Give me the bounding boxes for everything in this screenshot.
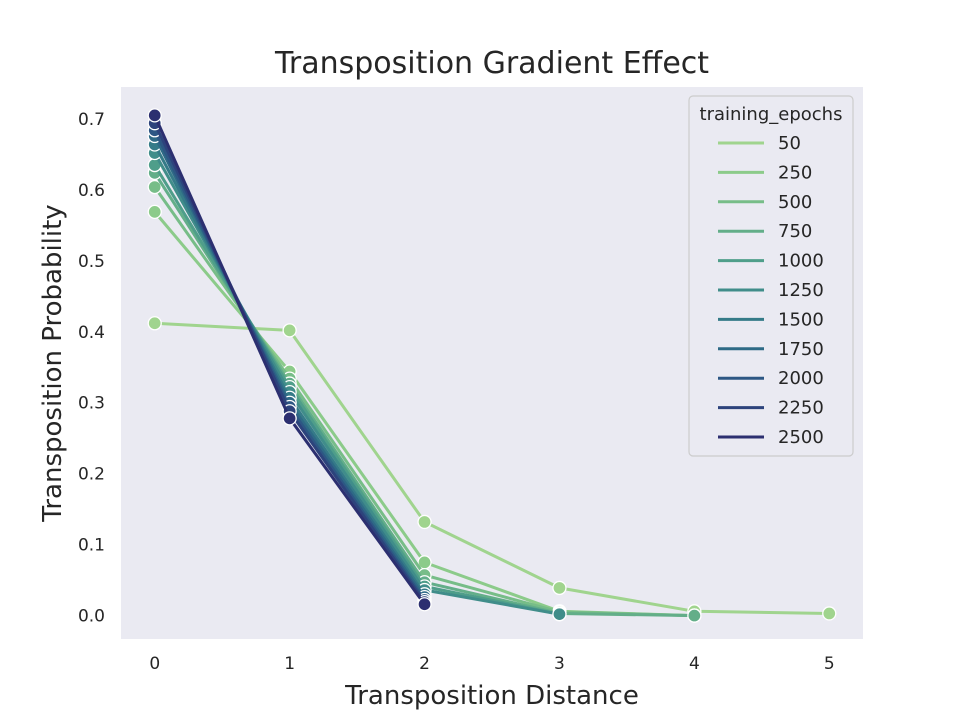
legend-item: 2000 <box>718 368 824 389</box>
legend-item: 2500 <box>718 427 824 448</box>
legend-label: 1000 <box>778 251 824 272</box>
data-point <box>822 606 837 621</box>
legend-title: training_epochs <box>700 104 843 125</box>
x-axis: 0 1 2 3 4 5 <box>149 654 834 674</box>
legend: training_epochs 50 250 500 750 1000 1250 1500 1… <box>688 95 854 457</box>
y-axis-label: Transposition Probability <box>38 204 68 522</box>
series-line <box>154 321 830 615</box>
legend-item: 50 <box>718 133 801 154</box>
legend-label: 1500 <box>778 309 824 330</box>
y-axis: 0.0 0.1 0.2 0.3 0.4 0.5 0.6 0.7 <box>78 110 105 627</box>
legend-label: 50 <box>778 133 801 154</box>
chart-title: Transposition Gradient Effect <box>274 46 709 81</box>
legend-item: 1750 <box>718 339 824 360</box>
legend-label: 750 <box>778 221 812 242</box>
x-tick-label: 2 <box>419 654 430 674</box>
x-tick-label: 5 <box>824 654 835 674</box>
x-tick-label: 1 <box>284 654 295 674</box>
y-tick-label: 0.4 <box>78 323 105 343</box>
y-tick-label: 0.5 <box>78 252 105 272</box>
series-2500 <box>147 108 432 612</box>
legend-label: 2500 <box>778 427 824 448</box>
data-point <box>282 411 297 426</box>
y-tick-label: 0.3 <box>78 394 105 414</box>
legend-box <box>688 95 854 457</box>
series-line <box>153 164 560 616</box>
legend-items: 50 250 500 750 1000 1250 1500 1750 2000 2250 2500 <box>718 133 824 448</box>
data-point <box>147 316 162 331</box>
x-tick-label: 4 <box>689 654 700 674</box>
legend-item: 1250 <box>718 280 824 301</box>
legend-label: 2250 <box>778 398 824 419</box>
x-tick-label: 0 <box>149 654 160 674</box>
series-layer <box>147 108 837 623</box>
y-tick-label: 0.7 <box>78 110 105 130</box>
data-point <box>552 580 567 596</box>
x-tick-label: 3 <box>554 654 565 674</box>
data-point <box>417 514 432 530</box>
data-point <box>282 323 297 338</box>
data-point <box>687 608 702 623</box>
legend-item: 1000 <box>718 251 824 272</box>
legend-label: 2000 <box>778 368 824 389</box>
x-axis-label: Transposition Distance <box>344 681 639 711</box>
y-tick-label: 0.2 <box>78 465 105 485</box>
data-point <box>147 179 162 195</box>
legend-item: 500 <box>718 192 812 213</box>
legend-label: 500 <box>778 192 812 213</box>
y-tick-label: 0.1 <box>78 536 105 556</box>
legend-label: 250 <box>778 162 812 183</box>
legend-label: 1250 <box>778 280 824 301</box>
legend-item: 2250 <box>718 398 824 419</box>
legend-label: 1750 <box>778 339 824 360</box>
data-point <box>552 607 567 622</box>
y-tick-label: 0.0 <box>78 607 105 627</box>
data-point <box>147 204 162 220</box>
y-tick-label: 0.6 <box>78 181 105 201</box>
legend-item: 1500 <box>718 309 824 330</box>
data-point <box>147 108 162 123</box>
data-point <box>417 597 432 612</box>
legend-item: 250 <box>718 162 812 183</box>
legend-item: 750 <box>718 221 812 242</box>
